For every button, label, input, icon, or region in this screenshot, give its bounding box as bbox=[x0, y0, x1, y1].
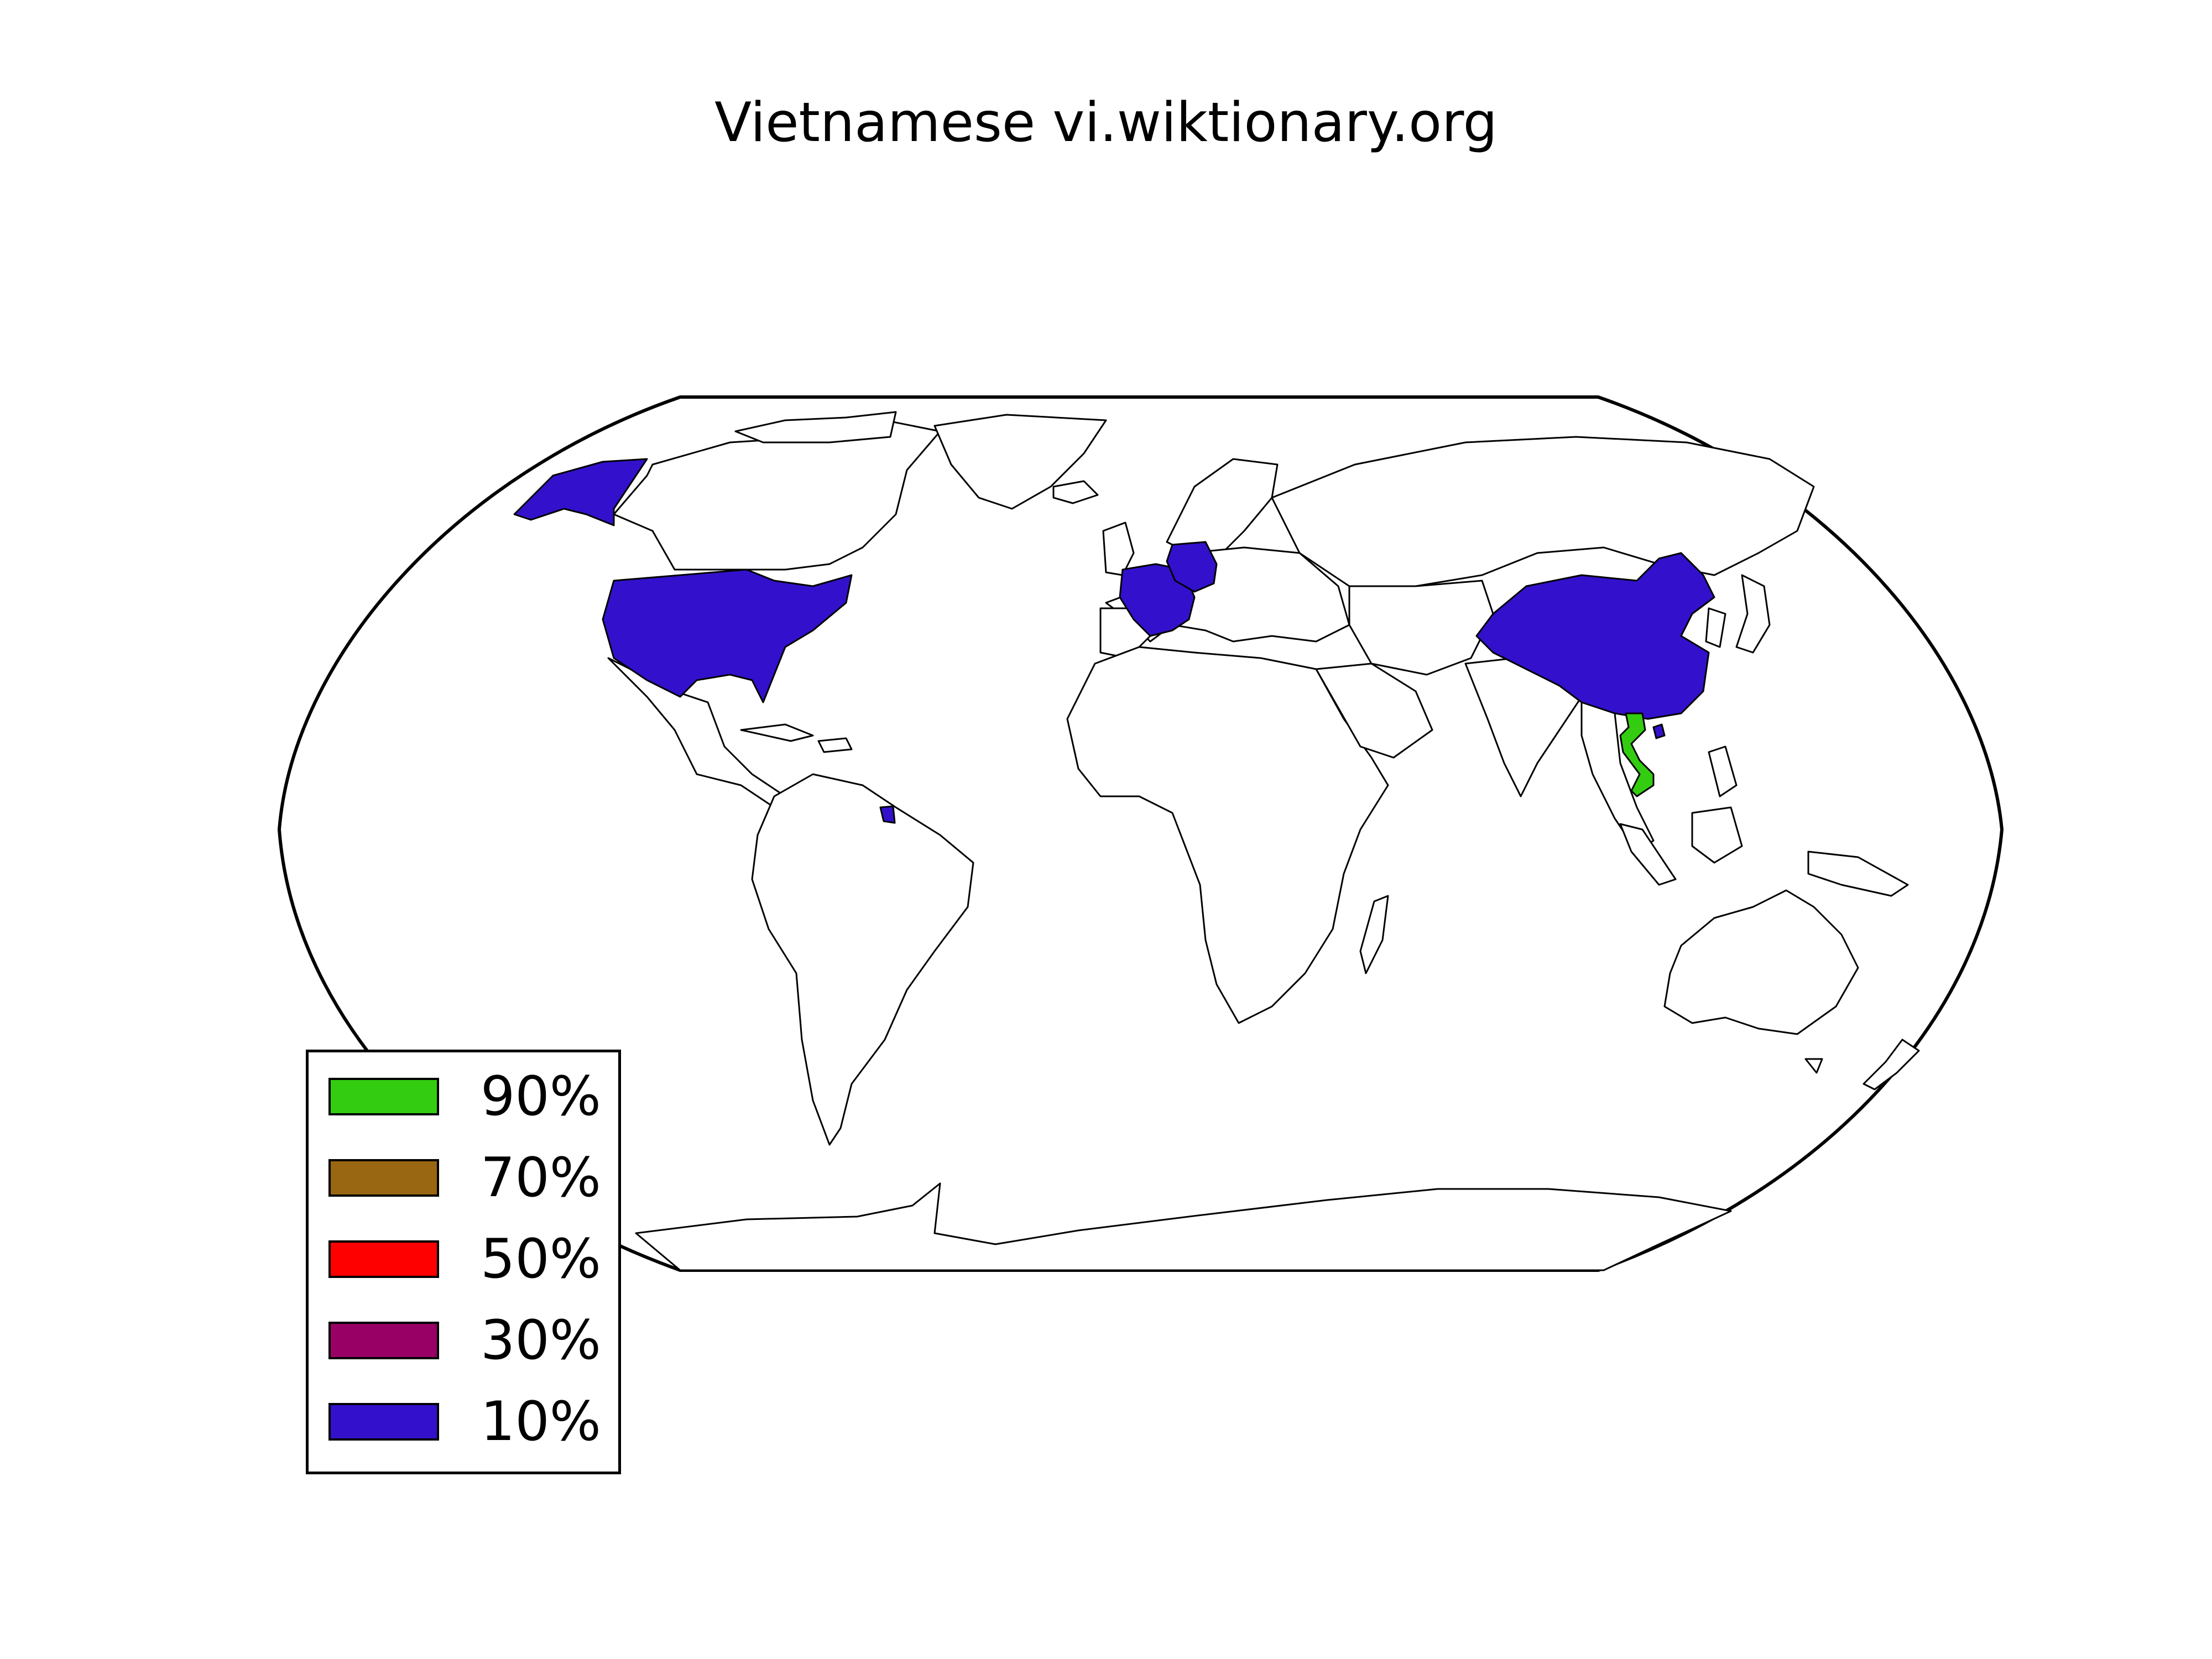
landmass-australia bbox=[1663, 889, 1859, 1035]
landmass-borneo bbox=[1691, 806, 1743, 864]
region-united-states bbox=[602, 568, 853, 703]
landmass-sumatra bbox=[1619, 823, 1677, 886]
legend-swatch-10 bbox=[328, 1403, 439, 1441]
landmass-japan bbox=[1735, 574, 1771, 654]
region-hainan bbox=[1652, 723, 1666, 739]
landmass-madagascar bbox=[1359, 895, 1389, 974]
legend-swatch-70 bbox=[328, 1159, 439, 1197]
legend-item-70: 70% bbox=[328, 1151, 601, 1205]
region-china bbox=[1475, 552, 1715, 720]
legend-swatch-50 bbox=[328, 1240, 439, 1278]
landmass-south-america bbox=[751, 773, 974, 1146]
landmass-arctic-islands bbox=[734, 411, 897, 444]
landmass-antarctica bbox=[635, 1182, 1732, 1271]
landmass-cuba bbox=[740, 723, 814, 742]
legend-item-10: 10% bbox=[328, 1395, 601, 1449]
legend: 90% 70% 50% 30% 10% bbox=[306, 1050, 621, 1474]
legend-swatch-30 bbox=[328, 1322, 439, 1359]
legend-item-50: 50% bbox=[328, 1232, 601, 1286]
legend-label-10: 10% bbox=[481, 1390, 601, 1453]
region-germany bbox=[1166, 541, 1218, 593]
landmass-new-zealand bbox=[1863, 1039, 1920, 1091]
landmass-uk bbox=[1102, 521, 1135, 576]
legend-item-90: 90% bbox=[328, 1070, 601, 1124]
legend-label-50: 50% bbox=[481, 1228, 601, 1291]
landmass-hispaniola bbox=[817, 737, 853, 753]
landmass-korea bbox=[1705, 607, 1726, 648]
landmass-iceland bbox=[1052, 480, 1099, 504]
legend-label-90: 90% bbox=[481, 1065, 601, 1128]
landmass-greenland bbox=[933, 414, 1107, 510]
map-title: Vietnamese vi.wiktionary.org bbox=[714, 91, 1498, 154]
landmass-africa bbox=[1066, 646, 1389, 1024]
region-vietnam bbox=[1619, 712, 1655, 797]
landmass-central-asia bbox=[1348, 580, 1494, 676]
region-alaska bbox=[513, 458, 648, 526]
legend-swatch-90 bbox=[328, 1078, 439, 1115]
landmass-new-guinea bbox=[1807, 851, 1909, 897]
highlighted-regions bbox=[513, 458, 1715, 824]
region-french-guiana bbox=[879, 805, 896, 824]
legend-label-30: 30% bbox=[481, 1309, 601, 1372]
landmass-tasmania bbox=[1804, 1058, 1823, 1074]
landmass-philippines bbox=[1708, 745, 1738, 797]
legend-item-30: 30% bbox=[328, 1313, 601, 1368]
legend-label-70: 70% bbox=[481, 1146, 601, 1209]
